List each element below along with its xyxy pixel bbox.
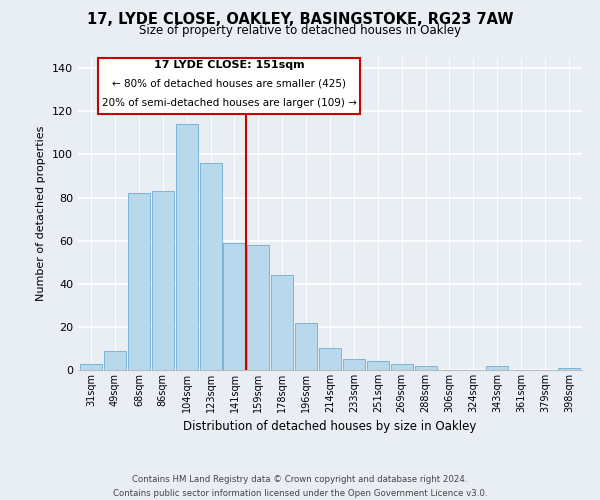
Bar (367, 362, 389, 370)
Bar (486, 366, 508, 370)
Bar (415, 366, 437, 370)
Bar (319, 348, 341, 370)
Text: Contains HM Land Registry data © Crown copyright and database right 2024.
Contai: Contains HM Land Registry data © Crown c… (113, 476, 487, 498)
Bar (271, 275, 293, 370)
Bar (128, 194, 150, 370)
Bar (104, 350, 126, 370)
FancyBboxPatch shape (98, 58, 360, 114)
Bar (558, 368, 580, 370)
Bar (200, 163, 221, 370)
Bar (247, 245, 269, 370)
Bar (80, 364, 102, 370)
Bar (176, 124, 197, 370)
Bar (295, 322, 317, 370)
Bar (343, 359, 365, 370)
Bar (223, 243, 245, 370)
X-axis label: Distribution of detached houses by size in Oakley: Distribution of detached houses by size … (184, 420, 476, 434)
Text: Size of property relative to detached houses in Oakley: Size of property relative to detached ho… (139, 24, 461, 37)
Text: 20% of semi-detached houses are larger (109) →: 20% of semi-detached houses are larger (… (102, 98, 356, 108)
Y-axis label: Number of detached properties: Number of detached properties (37, 126, 46, 302)
Text: 17, LYDE CLOSE, OAKLEY, BASINGSTOKE, RG23 7AW: 17, LYDE CLOSE, OAKLEY, BASINGSTOKE, RG2… (87, 12, 513, 28)
Bar (152, 191, 174, 370)
Text: ← 80% of detached houses are smaller (425): ← 80% of detached houses are smaller (42… (112, 78, 346, 89)
Bar (391, 364, 413, 370)
Text: 17 LYDE CLOSE: 151sqm: 17 LYDE CLOSE: 151sqm (154, 60, 305, 70)
